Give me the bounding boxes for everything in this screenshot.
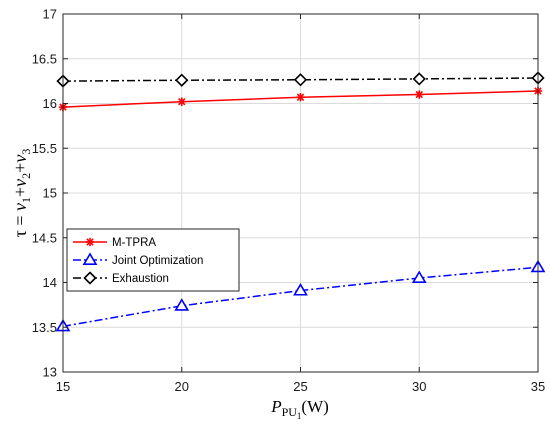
data-point [293, 73, 308, 87]
tick-labels: 15 20 25 30 35 13 13.5 14 14.5 15 15.5 16 16.5 17 [32, 7, 546, 395]
legend: M-TPRA Joint Optimization Exhaustion [66, 228, 240, 292]
x-axis-label: PPU1(W) [270, 397, 329, 421]
y-tick-label: 14 [43, 275, 57, 290]
x-tick-label: 15 [56, 379, 70, 394]
data-point [411, 270, 427, 284]
y-tick-label: 16 [43, 96, 57, 111]
y-tick-label: 13 [43, 365, 57, 380]
data-point [175, 73, 189, 87]
legend-marker [83, 271, 97, 285]
legend-entry: Joint Optimization [73, 252, 203, 267]
series-line [62, 77, 539, 82]
legend-label: Joint Optimization [112, 255, 203, 267]
y-tick-label: 14.5 [32, 230, 57, 245]
data-point [412, 72, 426, 86]
legend-label: M-TPRA [112, 237, 156, 249]
y-tick-label: 13.5 [32, 320, 57, 335]
y-tick-label: 15.5 [32, 141, 57, 156]
x-tick-label: 25 [293, 379, 307, 394]
data-point [178, 97, 186, 106]
series-m-tpra [58, 86, 543, 112]
x-tick-label: 20 [175, 379, 189, 394]
y-tick-label: 16.5 [32, 51, 57, 66]
legend-entry: Exhaustion [73, 271, 169, 285]
y-tick-label: 17 [43, 7, 57, 22]
x-tick-label: 30 [412, 379, 426, 394]
data-point [293, 282, 308, 296]
data-point [296, 93, 305, 101]
legend-label: Exhaustion [112, 273, 169, 285]
x-tick-label: 35 [531, 379, 545, 394]
legend-entry: M-TPRA [73, 237, 156, 249]
legend-marker [86, 238, 94, 246]
data-point [174, 298, 190, 311]
ticks [62, 13, 539, 373]
data-point [415, 90, 423, 99]
y-axis-label: τ = v1+v2+v3 [10, 149, 33, 238]
legend-marker [82, 252, 98, 266]
y-tick-label: 15 [43, 186, 57, 201]
